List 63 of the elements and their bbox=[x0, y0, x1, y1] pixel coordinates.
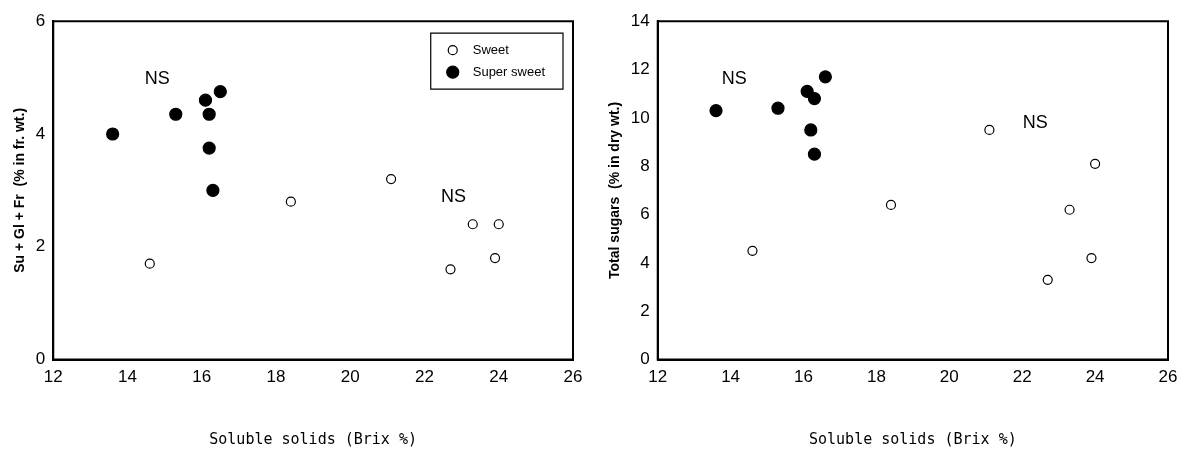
x-tick-label: 20 bbox=[939, 367, 959, 387]
y-tick-label: 6 bbox=[640, 204, 650, 224]
x-tick-label: 24 bbox=[1085, 367, 1105, 387]
x-tick-label: 14 bbox=[721, 367, 741, 387]
point bbox=[1042, 274, 1053, 285]
x-tick-label: 18 bbox=[866, 367, 886, 387]
y-tick-label: 10 bbox=[630, 107, 650, 127]
point bbox=[445, 264, 456, 275]
y-tick-label: 4 bbox=[640, 252, 650, 272]
x-tick-label: 26 bbox=[1158, 367, 1178, 387]
point bbox=[385, 174, 397, 185]
point bbox=[106, 127, 120, 141]
y-axis-title: Su + Gl + Fr (% in fr. wt.) bbox=[11, 107, 28, 273]
point bbox=[144, 258, 155, 269]
point bbox=[285, 196, 296, 207]
x-tick-label: 22 bbox=[1012, 367, 1032, 387]
x-tick-label: 16 bbox=[794, 367, 813, 387]
x-tick-label: 26 bbox=[563, 367, 583, 387]
x-tick-label: 18 bbox=[266, 367, 286, 387]
point bbox=[818, 70, 832, 84]
y-tick-label: 0 bbox=[35, 349, 46, 369]
y-tick-label: 0 bbox=[640, 349, 650, 369]
x-tick-label: 22 bbox=[415, 367, 434, 387]
x-axis-title: Soluble solids (Brix %) bbox=[809, 429, 1017, 448]
annotation: NS bbox=[1022, 111, 1048, 132]
x-tick-label: 24 bbox=[489, 367, 509, 387]
point bbox=[1090, 158, 1101, 169]
point bbox=[885, 199, 897, 210]
x-axis-title: Soluble solids (Brix %) bbox=[209, 429, 417, 448]
point bbox=[489, 252, 501, 264]
y-tick-label: 12 bbox=[630, 59, 650, 79]
point bbox=[807, 91, 822, 106]
y-tick-label: 2 bbox=[640, 300, 650, 320]
point bbox=[984, 124, 995, 136]
point bbox=[1064, 204, 1075, 215]
point bbox=[709, 104, 723, 118]
y-axis-title: Total sugars (% in dry wt.) bbox=[606, 101, 623, 279]
point bbox=[807, 147, 822, 161]
legend-label: Super sweet bbox=[472, 63, 546, 79]
point bbox=[493, 219, 504, 230]
x-tick-label: 14 bbox=[118, 367, 137, 387]
point bbox=[747, 245, 758, 256]
point bbox=[1086, 252, 1097, 264]
point bbox=[213, 85, 227, 99]
point bbox=[467, 219, 478, 230]
point bbox=[202, 141, 216, 155]
y-tick-label: 4 bbox=[35, 123, 46, 143]
legend-label: Sweet bbox=[472, 41, 510, 57]
point bbox=[169, 107, 183, 121]
point bbox=[198, 93, 213, 107]
x-tick-label: 20 bbox=[340, 367, 360, 387]
annotation: NS bbox=[144, 67, 170, 88]
y-tick-label: 14 bbox=[630, 10, 650, 30]
point bbox=[771, 101, 785, 115]
annotation: NS bbox=[721, 67, 747, 88]
x-tick-label: 16 bbox=[192, 367, 212, 387]
y-tick-label: 6 bbox=[35, 10, 46, 30]
y-tick-label: 8 bbox=[640, 155, 650, 175]
point bbox=[804, 123, 818, 137]
y-tick-label: 2 bbox=[35, 236, 46, 256]
point bbox=[202, 107, 216, 121]
annotation: NS bbox=[440, 186, 466, 207]
point bbox=[206, 183, 220, 197]
